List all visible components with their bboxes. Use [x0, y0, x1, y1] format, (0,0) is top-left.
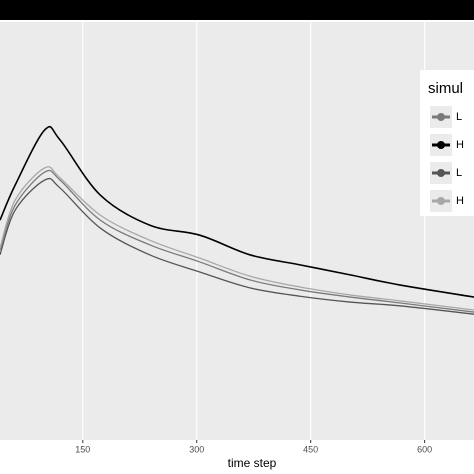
legend-label: L	[456, 111, 462, 123]
series-line	[0, 166, 474, 311]
series-line	[0, 169, 474, 313]
legend-label: L	[456, 167, 462, 179]
x-axis-label: time step	[228, 456, 277, 470]
legend-key-dot	[437, 169, 445, 177]
legend-key-dot	[437, 113, 445, 121]
series-line	[0, 177, 474, 315]
series-line	[0, 125, 474, 298]
legend-key-dot	[437, 197, 445, 205]
x-tick-label: 150	[75, 444, 90, 454]
top-bar	[0, 0, 474, 20]
legend-title: simul	[428, 80, 463, 97]
legend-label: H	[456, 139, 464, 151]
x-tick-label: 600	[417, 444, 432, 454]
legend-key-dot	[437, 141, 445, 149]
plot-panel	[0, 22, 474, 440]
x-tick-label: 450	[303, 444, 318, 454]
legend-label: H	[456, 195, 464, 207]
x-tick-label: 300	[189, 444, 204, 454]
